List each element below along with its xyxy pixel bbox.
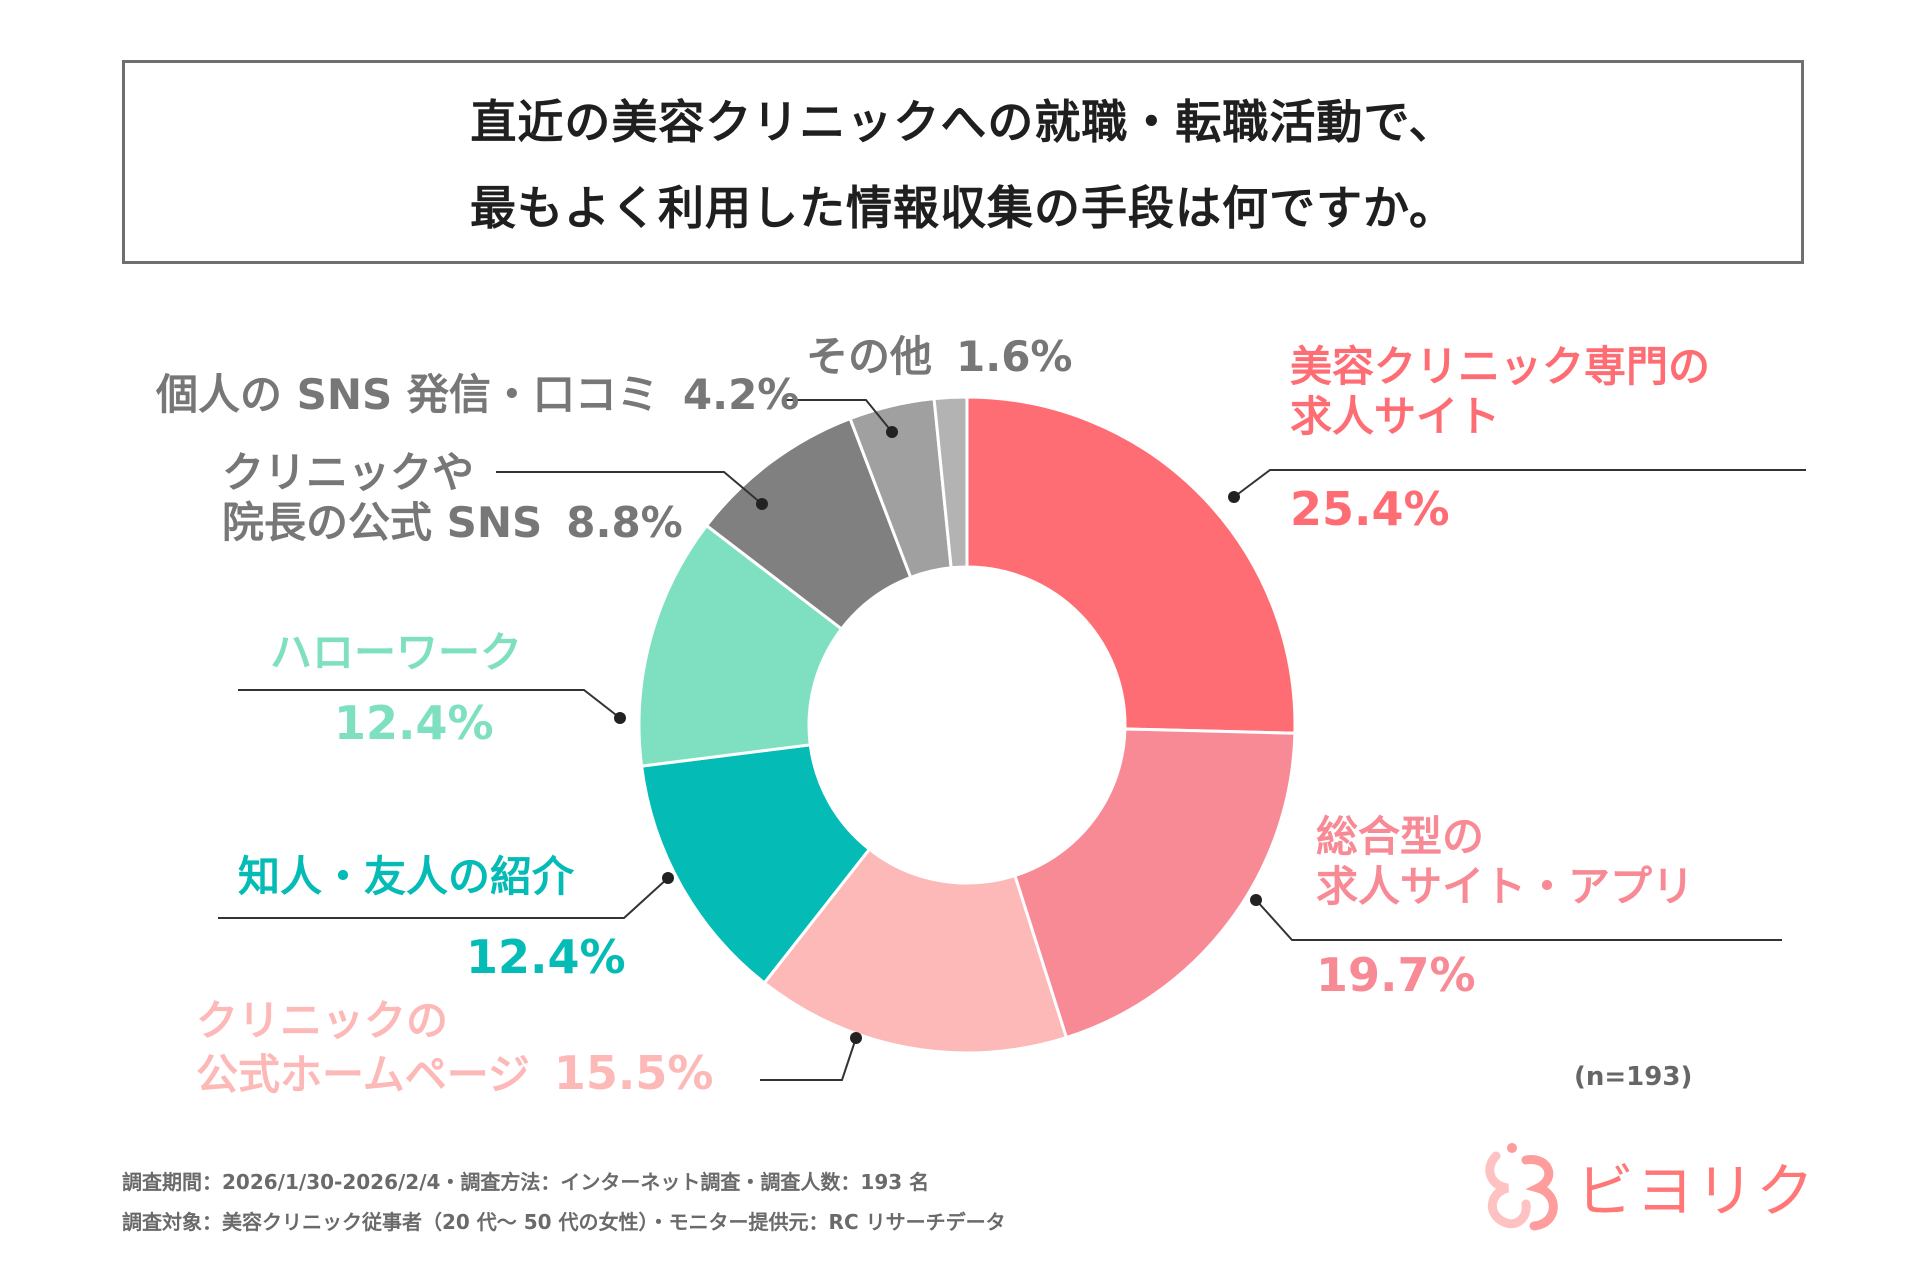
label-hello-work: ハローワーク — [270, 628, 522, 678]
label-personal-sns-text: 個人の SNS 発信・口コミ — [156, 370, 659, 419]
donut-slices — [637, 395, 1297, 1055]
leader-lines — [218, 399, 1806, 1081]
leader-personal-sns — [784, 399, 893, 433]
leader-general-job-site — [1255, 899, 1782, 941]
label-general-job-site-line2: 求人サイト・アプリ — [1316, 862, 1695, 912]
label-acquaintance-referral-line1: 知人・友人の紹介 — [238, 852, 575, 901]
value-hello-work: 12.4% — [334, 696, 494, 750]
label-clinic-homepage-line2-text: 公式ホームページ — [196, 1050, 530, 1100]
value-acquaintance-referral: 12.4% — [466, 930, 626, 984]
label-specialized-job-site-line1: 美容クリニック専門の — [1290, 342, 1711, 391]
label-clinic-official-sns: クリニックや 院長の公式 SNS 8.8% — [222, 448, 683, 549]
slice-general-job-site — [1012, 727, 1297, 1040]
chart-title-line-1: 直近の美容クリニックへの就職・転職活動で、 — [470, 95, 1456, 149]
chart-title-line-2: 最もよく利用した情報収集の手段は何ですか。 — [469, 181, 1457, 235]
leader-clinic-official-sns — [496, 471, 763, 505]
slice-other — [932, 395, 969, 570]
label-other: その他 1.6% — [806, 332, 1073, 382]
label-clinic-homepage: クリニックの 公式ホームページ 15.5% — [196, 996, 714, 1102]
label-specialized-job-site-line2: 求人サイト — [1290, 392, 1501, 442]
value-specialized-job-site: 25.4% — [1290, 482, 1450, 536]
leader-clinic-homepage — [760, 1037, 857, 1081]
label-personal-sns: 個人の SNS 発信・口コミ 4.2% — [156, 370, 799, 420]
footer-survey-info-2: 調査対象：美容クリニック従事者（20 代～ 50 代の女性）・モニター提供元：R… — [122, 1210, 1006, 1234]
value-personal-sns: 4.2% — [682, 370, 800, 419]
label-clinic-official-sns-line1: クリニックや — [222, 448, 475, 497]
leader-hello-work — [238, 689, 621, 719]
value-other: 1.6% — [956, 332, 1073, 381]
sample-size-note: (n=193) — [1574, 1062, 1693, 1092]
label-general-job-site: 総合型の 求人サイト・アプリ — [1316, 812, 1694, 913]
leader-acquaintance-referral-dot — [662, 872, 674, 884]
leader-specialized-job-site-dot — [1228, 491, 1240, 503]
leader-specialized-job-site — [1233, 469, 1806, 498]
label-specialized-job-site: 美容クリニック専門の 求人サイト — [1290, 342, 1710, 443]
logo-text: ビヨリク — [1576, 1157, 1817, 1225]
label-clinic-official-sns-line2: 院長の公式 SNS 8.8% — [222, 498, 683, 548]
leader-clinic-homepage-dot — [850, 1032, 862, 1044]
label-hello-work-line1: ハローワーク — [270, 628, 523, 677]
leader-hello-work-dot — [614, 712, 626, 724]
leader-acquaintance-referral — [218, 877, 669, 919]
leader-general-job-site-dot — [1250, 894, 1262, 906]
logo: ビヨリク — [1482, 1138, 1816, 1234]
label-clinic-homepage-line1: クリニックの — [196, 996, 449, 1045]
slice-hello-work — [637, 523, 844, 768]
slice-specialized-job-site — [965, 395, 1297, 735]
label-other-text: その他 — [806, 332, 933, 381]
leader-personal-sns-dot — [886, 426, 898, 438]
label-clinic-homepage-line2: 公式ホームページ 15.5% — [196, 1046, 714, 1101]
logo-mark-icon — [1485, 1143, 1558, 1231]
leader-clinic-official-sns-dot — [756, 498, 768, 510]
slice-acquaintance-referral — [639, 743, 872, 986]
value-clinic-homepage: 15.5% — [553, 1046, 714, 1101]
title-box: 直近の美容クリニックへの就職・転職活動で、 最もよく利用した情報収集の手段は何で… — [122, 60, 1804, 264]
value-clinic-official-sns: 8.8% — [566, 498, 683, 548]
label-general-job-site-line1: 総合型の — [1316, 812, 1485, 861]
value-general-job-site: 19.7% — [1316, 948, 1476, 1002]
label-acquaintance-referral: 知人・友人の紹介 — [238, 852, 574, 902]
footer-survey-info-1: 調査期間：2026/1/30-2026/2/4・調査方法：インターネット調査・調… — [122, 1170, 930, 1194]
slice-clinic-homepage — [762, 847, 1069, 1055]
label-clinic-official-sns-line2-text: 院長の公式 SNS — [222, 498, 543, 548]
